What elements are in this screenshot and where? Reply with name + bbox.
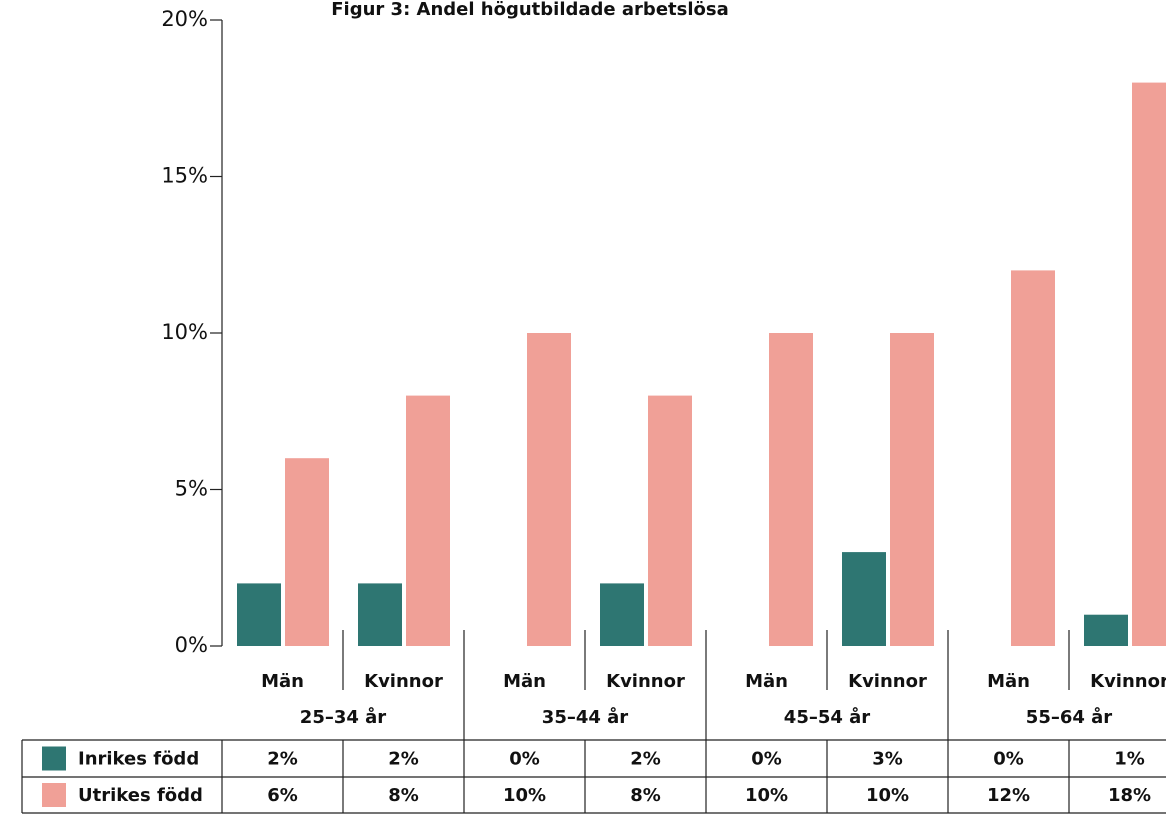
bar bbox=[1084, 614, 1128, 646]
table-value: 12% bbox=[987, 785, 1030, 806]
table-value: 2% bbox=[267, 749, 298, 770]
bar bbox=[600, 583, 644, 646]
bar bbox=[237, 583, 281, 646]
y-tick-label: 20% bbox=[161, 7, 208, 31]
x-tick-label: Kvinnor bbox=[364, 671, 443, 692]
table-value: 3% bbox=[872, 749, 903, 770]
x-tick-label: Kvinnor bbox=[848, 671, 927, 692]
table-value: 0% bbox=[509, 749, 540, 770]
y-tick-label: 0% bbox=[175, 633, 208, 657]
table-value: 2% bbox=[630, 749, 661, 770]
table-value: 18% bbox=[1108, 785, 1151, 806]
bar bbox=[890, 333, 934, 646]
table-value: 10% bbox=[866, 785, 909, 806]
bar bbox=[406, 395, 450, 646]
table-value: 2% bbox=[388, 749, 419, 770]
chart-title: Figur 3: Andel högutbildade arbetslösa bbox=[331, 0, 729, 20]
bar bbox=[1132, 82, 1166, 647]
bar bbox=[842, 552, 886, 646]
table-value: 0% bbox=[751, 749, 782, 770]
table-value: 1% bbox=[1114, 749, 1145, 770]
bar bbox=[358, 583, 402, 646]
y-tick-label: 5% bbox=[175, 477, 208, 501]
table-value: 10% bbox=[503, 785, 546, 806]
x-tick-label: Män bbox=[745, 671, 788, 692]
legend-label: Inrikes född bbox=[78, 749, 199, 770]
bar bbox=[1011, 270, 1055, 646]
bar bbox=[648, 395, 692, 646]
legend-swatch bbox=[42, 746, 66, 771]
group-label: 45–54 år bbox=[784, 706, 871, 728]
group-label: 25–34 år bbox=[300, 706, 387, 728]
table-value: 8% bbox=[388, 785, 419, 806]
bar bbox=[527, 333, 571, 646]
bar bbox=[769, 333, 813, 646]
x-tick-label: Män bbox=[261, 671, 304, 692]
table-value: 8% bbox=[630, 785, 661, 806]
group-label: 55–64 år bbox=[1026, 706, 1113, 728]
x-tick-label: Män bbox=[987, 671, 1030, 692]
y-tick-label: 10% bbox=[161, 320, 208, 344]
bar bbox=[285, 458, 329, 646]
legend-swatch bbox=[42, 783, 66, 807]
y-tick-label: 15% bbox=[161, 164, 208, 188]
table-value: 10% bbox=[745, 785, 788, 806]
x-tick-label: Kvinnor bbox=[1090, 671, 1166, 692]
table-value: 6% bbox=[267, 785, 298, 806]
x-tick-label: Män bbox=[503, 671, 546, 692]
legend-label: Utrikes född bbox=[78, 785, 203, 806]
x-tick-label: Kvinnor bbox=[606, 671, 685, 692]
group-label: 35–44 år bbox=[542, 706, 629, 728]
table-value: 0% bbox=[993, 749, 1024, 770]
